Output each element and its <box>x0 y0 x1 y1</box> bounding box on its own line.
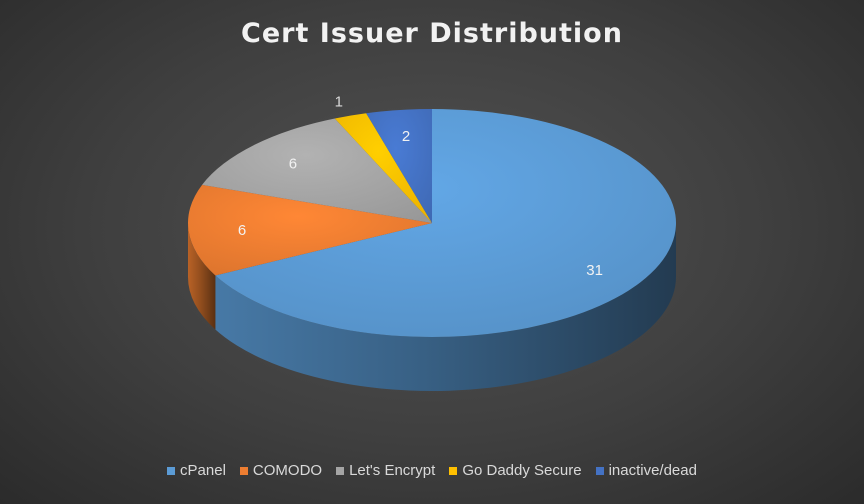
legend-label: COMODO <box>252 462 323 479</box>
data-label-inactive-dead: 2 <box>402 128 410 145</box>
legend-label: Let's Encrypt <box>349 462 436 479</box>
legend-item-let-s-encrypt: Let's Encrypt <box>336 462 435 479</box>
pie-slice-go-daddy-secure <box>334 113 432 223</box>
legend-swatch <box>595 466 604 475</box>
pie-slice-cpanel <box>215 109 676 338</box>
pie-slice-comodo <box>187 184 432 276</box>
data-label-cpanel: 31 <box>586 262 603 279</box>
legend-label: Go Daddy Secure <box>462 462 582 479</box>
legend-swatch <box>336 466 345 475</box>
legend-swatch <box>239 466 248 475</box>
legend-item-cpanel: cPanel <box>167 462 226 479</box>
legend-item-comodo: COMODO <box>239 462 323 479</box>
pie-slice-let-s-encrypt <box>202 118 432 223</box>
legend-swatch <box>167 466 176 475</box>
legend: cPanel COMODO Let's Encrypt Go Daddy Secure… <box>0 462 864 479</box>
legend-swatch <box>449 466 458 475</box>
pie-side-cpanel <box>215 223 676 391</box>
data-label-go-daddy-secure: 1 <box>335 94 343 111</box>
data-label-comodo: 6 <box>238 222 246 239</box>
legend-label: inactive/dead <box>608 462 697 479</box>
legend-item-inactive-dead: inactive/dead <box>595 462 697 479</box>
pie-slice-inactive-dead <box>366 109 432 223</box>
chart-title: Cert Issuer Distribution <box>241 18 623 49</box>
data-label-let-s-encrypt: 6 <box>289 155 297 172</box>
pie-side-comodo <box>188 223 216 330</box>
legend-label: cPanel <box>180 462 226 479</box>
legend-item-go-daddy-secure: Go Daddy Secure <box>449 462 582 479</box>
